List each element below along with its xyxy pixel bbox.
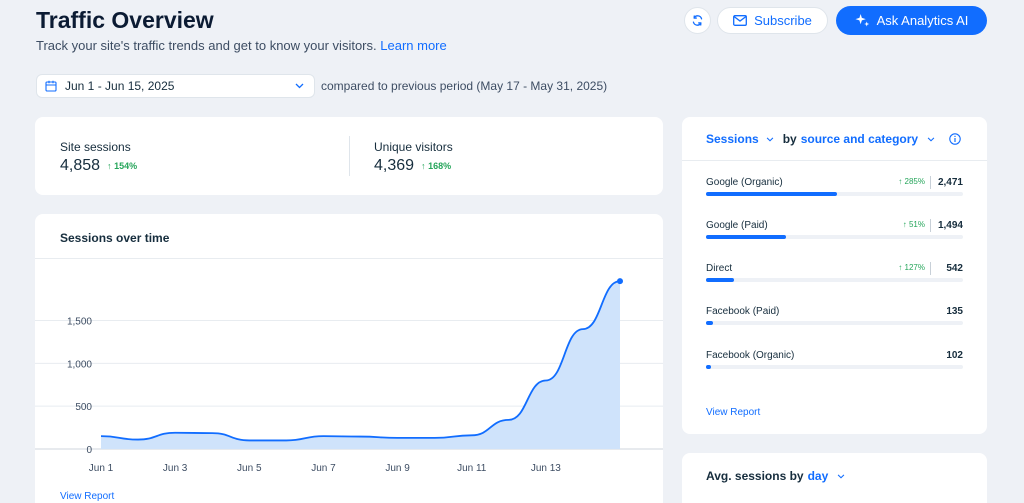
sessions-over-time-card <box>35 214 663 503</box>
view-report-link[interactable]: View Report <box>706 407 761 418</box>
source-bar-track <box>706 235 963 239</box>
source-name: Direct <box>706 263 733 274</box>
divider <box>930 262 931 275</box>
chevron-down-icon[interactable] <box>927 136 935 142</box>
subscribe-button[interactable]: Subscribe <box>717 7 828 34</box>
chevron-down-icon[interactable] <box>766 136 774 142</box>
source-bar <box>706 365 712 369</box>
arrow-up-icon: ↑ <box>421 161 426 171</box>
chevron-down-icon <box>295 83 304 89</box>
comparison-period-text: compared to previous period (May 17 - Ma… <box>321 79 608 93</box>
source-row[interactable]: Google (Paid) ↑ 51% 1,494 <box>706 219 963 250</box>
page-subtitle: Track your site's traffic trends and get… <box>36 38 447 53</box>
source-delta: ↑ 127% <box>898 263 925 272</box>
kpi-delta-value: 168% <box>428 161 452 171</box>
source-value: 1,494 <box>937 220 963 231</box>
subtitle-text: Track your site's traffic trends and get… <box>36 38 377 53</box>
sessions-line <box>100 280 621 442</box>
source-bar <box>706 321 714 325</box>
y-tick-label: 500 <box>75 402 92 413</box>
avg-dimension-dropdown[interactable]: day <box>807 469 829 483</box>
source-bar-track <box>706 365 963 369</box>
y-tick-label: 1,500 <box>67 317 92 328</box>
source-bar <box>706 278 735 282</box>
source-bar <box>706 192 838 196</box>
source-row[interactable]: Facebook (Organic) 102 <box>706 350 963 380</box>
source-name: Facebook (Organic) <box>706 350 795 361</box>
divider <box>930 176 931 189</box>
divider <box>35 258 663 259</box>
view-report-link[interactable]: View Report <box>60 491 115 502</box>
kpi-delta-value: 154% <box>114 161 138 171</box>
metric-dropdown[interactable]: Sessions <box>706 132 759 146</box>
arrow-up-icon: ↑ <box>107 161 112 171</box>
kpi-site-sessions: 4,858 ↑ 154% <box>60 157 137 175</box>
sessions-by-source-card <box>682 117 987 434</box>
page-title: Traffic Overview <box>36 7 214 33</box>
avg-sessions-card <box>682 453 987 503</box>
x-tick-label: Jun 9 <box>385 463 410 474</box>
source-name: Google (Paid) <box>706 220 768 231</box>
sessions-area <box>101 281 620 449</box>
y-tick-label: 1,000 <box>67 359 92 370</box>
kpi-label-site-sessions: Site sessions <box>60 140 131 154</box>
source-delta: ↑ 51% <box>902 220 925 229</box>
source-delta-value: 285% <box>904 177 925 186</box>
source-delta-value: 127% <box>904 263 925 272</box>
avg-sessions-title: Avg. sessions by <box>706 469 804 483</box>
source-value: 135 <box>946 306 963 317</box>
kpi-divider <box>349 136 350 176</box>
source-value: 542 <box>946 263 963 274</box>
x-tick-label: Jun 11 <box>457 463 487 474</box>
kpi-delta: ↑ 168% <box>421 161 451 171</box>
source-delta-value: 51% <box>908 220 925 229</box>
envelope-icon <box>733 15 748 26</box>
sparkle-icon <box>855 13 869 27</box>
kpi-delta: ↑ 154% <box>107 161 137 171</box>
divider <box>682 160 987 161</box>
x-tick-label: Jun 7 <box>311 463 336 474</box>
ask-analytics-ai-label: Ask Analytics AI <box>876 13 969 28</box>
kpi-unique-visitors: 4,369 ↑ 168% <box>374 157 451 175</box>
kpi-label-unique-visitors: Unique visitors <box>374 140 453 154</box>
source-bar-track <box>706 278 963 282</box>
x-tick-label: Jun 13 <box>531 463 561 474</box>
source-delta: ↑ 285% <box>898 177 925 186</box>
ask-analytics-ai-button[interactable]: Ask Analytics AI <box>836 6 987 35</box>
source-name: Google (Organic) <box>706 177 783 188</box>
calendar-icon <box>45 80 57 92</box>
info-icon[interactable] <box>949 133 961 145</box>
source-name: Facebook (Paid) <box>706 306 780 317</box>
sessions-last-point <box>617 278 623 285</box>
refresh-button[interactable] <box>684 7 711 34</box>
avg-sessions-header: Avg. sessions by day <box>706 469 845 483</box>
source-value: 102 <box>946 350 963 361</box>
date-range-value: Jun 1 - Jun 15, 2025 <box>65 79 175 93</box>
source-bar <box>706 235 786 239</box>
dimension-dropdown[interactable]: source and category <box>800 132 919 146</box>
kpi-value: 4,369 <box>374 157 415 174</box>
source-row[interactable]: Google (Organic) ↑ 285% 2,471 <box>706 176 963 207</box>
source-row[interactable]: Direct ↑ 127% 542 <box>706 262 963 293</box>
refresh-icon <box>692 15 703 26</box>
subscribe-label: Subscribe <box>754 13 812 28</box>
kpi-value: 4,858 <box>60 157 101 174</box>
x-tick-label: Jun 3 <box>163 463 188 474</box>
source-value: 2,471 <box>937 177 963 188</box>
source-bar-track <box>706 321 963 325</box>
learn-more-link[interactable]: Learn more <box>380 38 447 53</box>
source-row[interactable]: Facebook (Paid) 135 <box>706 306 963 336</box>
by-label: by <box>782 132 797 146</box>
sessions-by-source-header: Sessions by source and category <box>706 132 935 146</box>
date-range-picker[interactable]: Jun 1 - Jun 15, 2025 <box>36 74 315 98</box>
chevron-down-icon[interactable] <box>837 473 845 479</box>
y-tick-label: 0 <box>86 445 92 456</box>
sessions-chart: 0 500 1,000 1,500 Jun 1 Jun 3 Jun 5 Jun 7 Jun 9 J… <box>35 278 663 474</box>
divider <box>930 219 931 232</box>
chart-card-title: Sessions over time <box>60 231 170 245</box>
x-tick-label: Jun 1 <box>89 463 114 474</box>
source-bar-track <box>706 192 963 196</box>
x-tick-label: Jun 5 <box>237 463 262 474</box>
